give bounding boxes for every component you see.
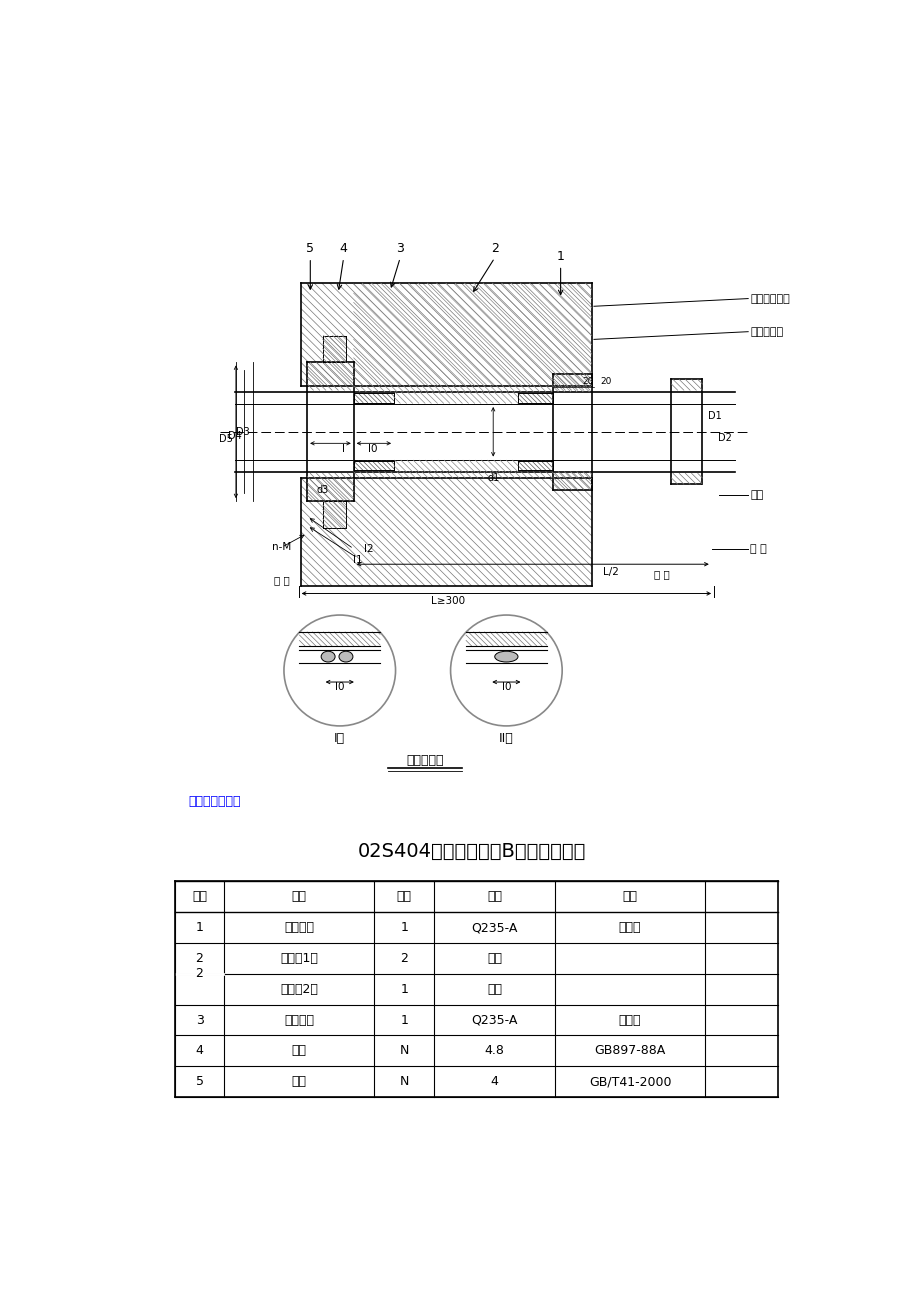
Text: GB/T41-2000: GB/T41-2000 [588,1075,671,1088]
Text: 焊接件: 焊接件 [618,1013,641,1026]
Ellipse shape [494,652,517,662]
Text: d3: d3 [316,484,328,494]
Text: 数量: 数量 [396,890,412,903]
Text: 2: 2 [400,952,408,965]
Text: I型: I型 [334,731,345,744]
Text: 4: 4 [339,242,347,255]
Text: Q235-A: Q235-A [471,1013,517,1026]
Text: n-M: n-M [272,543,291,553]
Text: l: l [342,444,345,454]
Text: 橡胶: 橡胶 [486,982,502,995]
Text: Q235-A: Q235-A [471,921,517,934]
Text: L/2: L/2 [603,567,618,576]
Text: 1: 1 [400,1013,408,1026]
Text: 外 层: 外 层 [652,570,669,579]
Text: 3: 3 [396,242,403,255]
Text: l0: l0 [501,683,511,692]
Text: 钢管: 钢管 [750,490,763,500]
Text: 20: 20 [582,377,593,386]
Text: 材料表见下页：: 材料表见下页： [188,795,241,808]
Text: 焊接件: 焊接件 [618,921,641,934]
Text: l1: l1 [352,554,362,565]
Text: II型: II型 [498,731,513,744]
Text: 外 层: 外 层 [750,544,766,554]
Text: D3: D3 [236,427,250,437]
Text: 1: 1 [556,250,564,263]
Text: 序号: 序号 [192,890,207,903]
Text: 02S404柔性防水套管B型结构材料表: 02S404柔性防水套管B型结构材料表 [357,842,585,861]
Text: 2: 2 [196,952,203,965]
Text: 橡胶: 橡胶 [486,952,502,965]
Text: 备注: 备注 [622,890,637,903]
Text: 5: 5 [196,1075,203,1088]
Text: N: N [399,1075,409,1088]
Text: L≥300: L≥300 [431,596,465,606]
Text: N: N [399,1045,409,1058]
Text: 密封膏嵌缝: 密封膏嵌缝 [750,327,783,337]
Text: 密封圈结构: 密封圈结构 [406,755,443,768]
Text: 密封圈1型: 密封圈1型 [279,952,317,965]
Text: 法兰压盖: 法兰压盖 [284,1013,313,1026]
Text: D2: D2 [717,433,731,442]
Text: 柔性填缝材料: 柔性填缝材料 [750,294,789,303]
Ellipse shape [321,652,335,662]
Text: 2: 2 [196,968,203,981]
Text: D5: D5 [219,435,233,445]
Text: d1: d1 [486,474,499,483]
Text: 密封圈2型: 密封圈2型 [279,982,317,995]
Text: 3: 3 [196,1013,203,1026]
Text: 2: 2 [490,242,498,255]
Ellipse shape [338,652,353,662]
Text: 4: 4 [196,1045,203,1058]
Text: 5: 5 [306,242,314,255]
Text: 螺母: 螺母 [291,1075,306,1088]
Text: l0: l0 [368,444,377,454]
Text: 内 侧: 内 侧 [274,575,289,585]
Text: 名称: 名称 [291,890,306,903]
Circle shape [284,615,395,726]
Text: 法兰套管: 法兰套管 [284,921,313,934]
Text: GB897-88A: GB897-88A [594,1045,665,1058]
Text: D1: D1 [707,411,720,422]
Text: l0: l0 [335,683,344,692]
Text: 1: 1 [400,982,408,995]
Text: 20: 20 [599,377,610,386]
Text: 4.8: 4.8 [484,1045,504,1058]
Text: 4: 4 [490,1075,498,1088]
Text: 1: 1 [400,921,408,934]
Text: l2: l2 [364,544,374,554]
Circle shape [450,615,562,726]
Text: 材料: 材料 [486,890,502,903]
Text: 螺柱: 螺柱 [291,1045,306,1058]
Text: D4: D4 [227,431,241,441]
Text: 1: 1 [196,921,203,934]
